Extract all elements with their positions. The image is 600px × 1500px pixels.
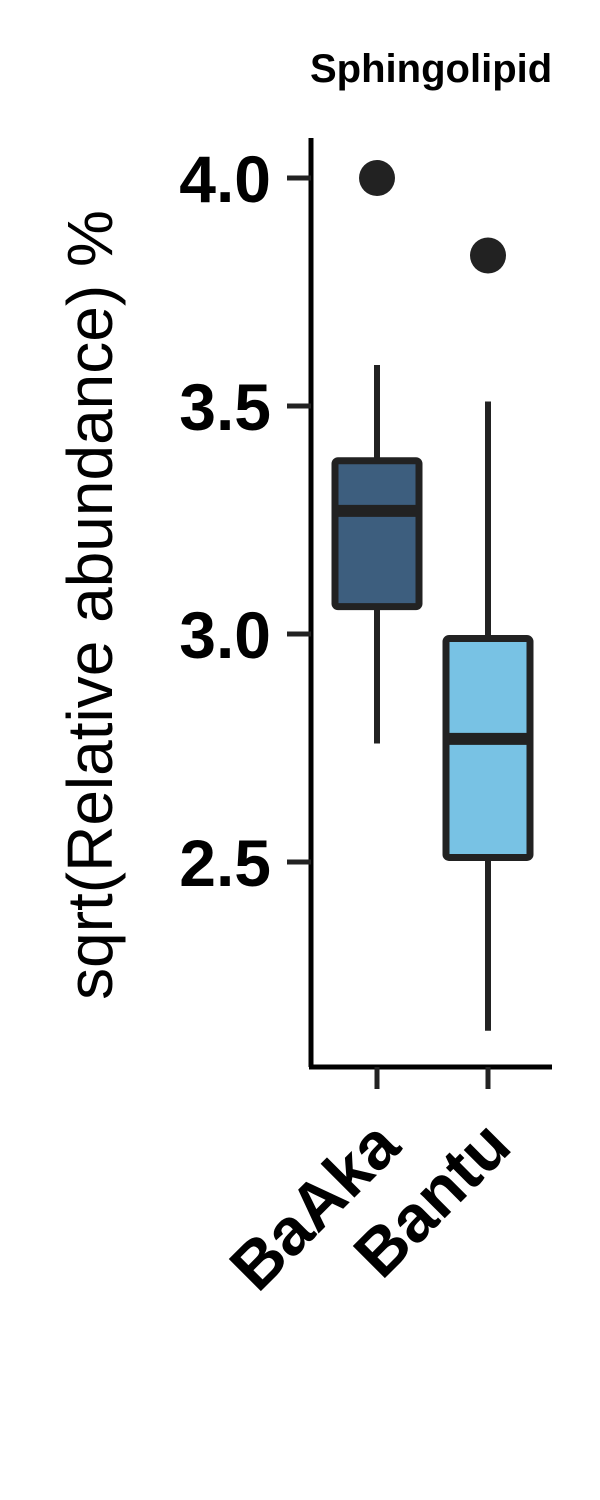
box-baaka: [331, 160, 423, 744]
y-tick-label: 3.5: [179, 370, 271, 444]
outlier-point: [470, 237, 506, 274]
y-axis-title: sqrt(Relative abundance) %: [54, 210, 126, 1000]
box-bantu: [442, 237, 534, 1031]
outlier-point: [359, 160, 395, 196]
y-tick-label: 2.5: [179, 826, 271, 900]
y-tick-label: 4.0: [179, 142, 271, 216]
box-series: [331, 160, 534, 1031]
chart-title: Sphingolipid: [310, 47, 552, 91]
box-iqr: [442, 635, 534, 861]
box-iqr: [331, 457, 423, 611]
y-tick-label: 3.0: [179, 598, 271, 672]
y-axis: 2.5 3.0 3.5 4.0: [179, 138, 314, 1067]
